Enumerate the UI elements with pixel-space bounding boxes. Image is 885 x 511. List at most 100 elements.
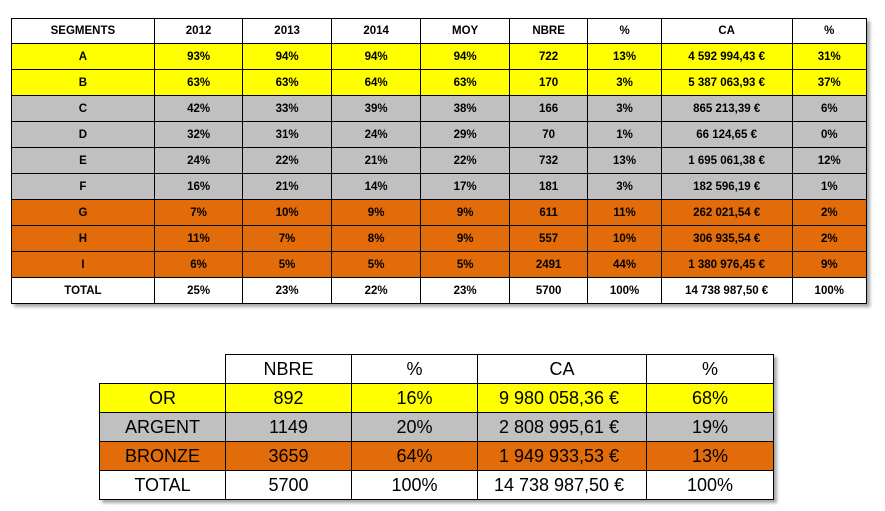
segments-header-cell: MOY	[420, 18, 510, 44]
summary-cell: 19%	[646, 412, 774, 442]
segments-cell: 25%	[153, 277, 244, 304]
segments-header-cell: 2013	[242, 18, 332, 44]
segments-cell: 2491	[508, 251, 589, 278]
summary-cell: 9 980 058,36 €	[477, 383, 647, 413]
segments-header-cell: NBRE	[508, 18, 589, 44]
segment-label: C	[11, 95, 155, 122]
segments-cell: 9%	[330, 199, 422, 226]
summary-header-cell: CA	[477, 354, 647, 384]
summary-label: TOTAL	[99, 470, 226, 500]
segments-cell: 31%	[791, 43, 868, 70]
summary-cell: 1149	[225, 412, 352, 442]
summary-header-cell: %	[646, 354, 774, 384]
segments-cell: 22%	[242, 147, 332, 174]
segments-row: B 63% 63% 64% 63% 170 3% 5 387 063,93 €37%	[11, 69, 868, 96]
segments-cell: 24%	[153, 147, 244, 174]
segments-cell: 63%	[153, 69, 244, 96]
segments-cell: 42%	[153, 95, 244, 122]
segments-cell: 94%	[330, 43, 422, 70]
segments-cell: 10%	[587, 225, 662, 252]
summary-row: OR 892 16% 9 980 058,36 €68%	[99, 383, 774, 413]
segments-cell: 306 935,54 €	[660, 225, 793, 252]
segments-cell: 44%	[587, 251, 662, 278]
segments-cell: 29%	[420, 121, 510, 148]
segments-cell: 32%	[153, 121, 244, 148]
summary-table: NBRE% CA% OR 892 16% 9 980 058,36 €68% ARGENT 1…	[99, 354, 774, 500]
segments-cell: 13%	[587, 147, 662, 174]
segments-cell: 7%	[242, 225, 332, 252]
summary-row: BRONZE 3659 64% 1 949 933,53 €13%	[99, 441, 774, 471]
segments-cell: 2%	[791, 225, 868, 252]
summary-cell: 64%	[351, 441, 478, 471]
segments-row: F 16% 21% 14% 17% 181 3% 182 596,19 €1%	[11, 173, 868, 200]
segments-cell: 14%	[330, 173, 422, 200]
segments-cell: 23%	[242, 277, 332, 304]
segment-label: E	[11, 147, 155, 174]
segments-cell: 557	[508, 225, 589, 252]
summary-cell: 100%	[646, 470, 774, 500]
summary-cell: 3659	[225, 441, 352, 471]
segments-cell: 2%	[791, 199, 868, 226]
segments-cell: 37%	[791, 69, 868, 96]
segments-row: C 42% 33% 39% 38% 166 3% 865 213,39 €6%	[11, 95, 868, 122]
segments-cell: 94%	[420, 43, 510, 70]
summary-cell: 68%	[646, 383, 774, 413]
summary-row: ARGENT 1149 20% 2 808 995,61 €19%	[99, 412, 774, 442]
segments-cell: 94%	[242, 43, 332, 70]
segments-cell: 93%	[153, 43, 244, 70]
segment-label: H	[11, 225, 155, 252]
segments-cell: 166	[508, 95, 589, 122]
summary-header-row: NBRE% CA%	[99, 354, 774, 384]
segments-cell: 1 380 976,45 €	[660, 251, 793, 278]
segments-cell: 865 213,39 €	[660, 95, 793, 122]
segments-cell: 5700	[508, 277, 589, 304]
segments-cell: 5 387 063,93 €	[660, 69, 793, 96]
segments-cell: 100%	[791, 277, 868, 304]
segments-cell: 6%	[153, 251, 244, 278]
segments-cell: 13%	[587, 43, 662, 70]
segments-row: D 32% 31% 24% 29% 70 1% 66 124,65 €0%	[11, 121, 868, 148]
segments-cell: 1%	[587, 121, 662, 148]
segments-cell: 70	[508, 121, 589, 148]
segments-cell: 66 124,65 €	[660, 121, 793, 148]
summary-cell: 100%	[351, 470, 478, 500]
segments-cell: 22%	[330, 277, 422, 304]
summary-cell: 1 949 933,53 €	[477, 441, 647, 471]
segments-cell: 182 596,19 €	[660, 173, 793, 200]
summary-cell: 20%	[351, 412, 478, 442]
segments-header-cell: %	[791, 18, 868, 44]
segment-label: I	[11, 251, 155, 278]
summary-cell: 14 738 987,50 €	[477, 470, 647, 500]
segments-header-cell: %	[587, 18, 662, 44]
segments-header-row: SEGMENTS 2012 2013 2014 MOY NBRE% CA%	[11, 18, 868, 44]
segment-label: G	[11, 199, 155, 226]
segment-label: D	[11, 121, 155, 148]
segments-row: E 24% 22% 21% 22% 732 13% 1 695 061,38 €12%	[11, 147, 868, 174]
segments-row: A 93% 94% 94% 94% 722 13% 4 592 994,43 €31%	[11, 43, 868, 70]
segments-cell: 63%	[242, 69, 332, 96]
summary-cell: 892	[225, 383, 352, 413]
segments-cell: 0%	[791, 121, 868, 148]
segments-cell: 39%	[330, 95, 422, 122]
segments-cell: 16%	[153, 173, 244, 200]
segments-cell: 23%	[420, 277, 510, 304]
segments-row: I 6% 5% 5% 5% 2491 44% 1 380 976,45 €9%	[11, 251, 868, 278]
segments-cell: 3%	[587, 95, 662, 122]
segments-cell: 12%	[791, 147, 868, 174]
summary-total-row: TOTAL 5700 100% 14 738 987,50 €100%	[99, 470, 774, 500]
segments-cell: 7%	[153, 199, 244, 226]
summary-cell: 16%	[351, 383, 478, 413]
segments-cell: 3%	[587, 173, 662, 200]
segments-cell: 181	[508, 173, 589, 200]
segments-header-cell: SEGMENTS	[11, 18, 155, 44]
segment-label: TOTAL	[11, 277, 155, 304]
segment-label: A	[11, 43, 155, 70]
segments-cell: 21%	[242, 173, 332, 200]
segments-cell: 63%	[420, 69, 510, 96]
summary-cell: 5700	[225, 470, 352, 500]
segments-cell: 11%	[587, 199, 662, 226]
segment-label: F	[11, 173, 155, 200]
segments-cell: 5%	[242, 251, 332, 278]
segments-header-cell: 2012	[153, 18, 244, 44]
segments-table: SEGMENTS 2012 2013 2014 MOY NBRE% CA% A 93% 94% 94…	[11, 18, 868, 304]
